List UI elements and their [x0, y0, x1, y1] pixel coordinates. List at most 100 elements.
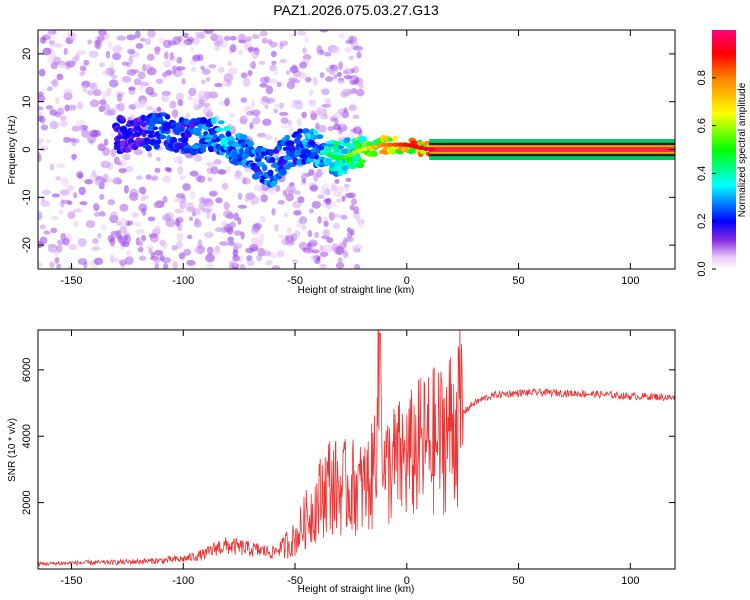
spectrogram-cell: [124, 256, 134, 266]
spectrogram-cell: [205, 77, 211, 82]
colorbar-gradient: [712, 30, 736, 269]
spectrogram-cell: [208, 64, 217, 69]
spectrogram-cell: [130, 69, 140, 74]
spectrogram-cell: [169, 100, 177, 109]
spectrogram-cell: [205, 123, 214, 128]
spectrogram-cell: [320, 187, 325, 196]
spectrogram-cell: [127, 220, 134, 226]
spectrogram-cell: [323, 97, 330, 104]
spectrogram-cell: [358, 220, 365, 228]
spectrogram-cell: [177, 166, 184, 175]
spectrogram-cell: [273, 137, 279, 143]
spectrogram-cell: [338, 32, 346, 39]
spectrogram-cell: [344, 185, 350, 193]
spectrogram-cell: [109, 254, 115, 263]
spectrogram-cell: [128, 55, 134, 65]
spectrogram-cell: [223, 73, 234, 83]
spectrogram-cell: [145, 174, 152, 180]
spectrogram-cell: [128, 114, 135, 122]
spectrogram-cell: [201, 68, 211, 75]
spectrogram-cell: [107, 234, 115, 243]
spectrogram-cell: [264, 134, 273, 141]
spectrogram-cell: [324, 51, 332, 57]
spectrogram-cell: [199, 197, 206, 203]
spectrogram-cell: [286, 81, 296, 90]
spectrogram-cell: [64, 104, 70, 112]
spectrogram-cell: [238, 148, 245, 156]
spectrogram-cell: [159, 134, 167, 140]
spectrogram-cell: [177, 99, 184, 107]
spectrogram-cell: [161, 241, 168, 249]
spectrogram-cell: [229, 44, 237, 53]
spectrogram-cell: [316, 49, 325, 56]
spectrogram-cell: [171, 244, 178, 251]
spectrogram-cell: [269, 78, 279, 84]
spectrogram-cell: [221, 182, 229, 190]
spectrogram-cell: [355, 162, 365, 169]
spectrogram-cell: [154, 51, 160, 56]
spectrogram-cell: [52, 56, 61, 64]
spectrogram-cell: [256, 132, 267, 138]
spectrogram-cell: [259, 83, 268, 88]
spectrogram-cell: [180, 136, 189, 143]
spectrogram-cell: [315, 122, 320, 131]
spectrogram-cell: [194, 31, 205, 37]
spectrogram-cell: [247, 140, 255, 148]
spectrogram-cell: [259, 30, 269, 37]
spectrogram-cell: [53, 43, 63, 48]
spectrogram-cell: [302, 47, 307, 54]
spectrogram-cell: [296, 30, 307, 36]
spectrogram-cell: [237, 204, 248, 209]
spectrogram-cell: [210, 116, 217, 124]
spectrogram-cell: [260, 194, 268, 203]
spectrogram-cell: [40, 36, 47, 44]
spectrogram-cell: [54, 97, 60, 105]
spectrogram-cell: [78, 124, 83, 133]
spectrogram-cell: [252, 117, 261, 125]
spectrogram-cell: [304, 36, 309, 43]
spectrogram-cell: [39, 115, 46, 124]
colorbar-tick-label: 0.6: [696, 118, 708, 133]
spectrogram-cell: [333, 74, 338, 80]
spectrogram-cell: [246, 259, 255, 266]
spectrogram-cell: [174, 208, 181, 214]
spectrogram-cell: [146, 245, 154, 250]
spectrogram-cell: [88, 50, 99, 59]
spectrogram-cell: [133, 78, 142, 86]
spectrogram-cell: [154, 46, 161, 53]
spectrogram-cell: [233, 260, 238, 268]
spectrogram-cell: [349, 204, 355, 211]
spectrogram-cell: [154, 262, 160, 269]
spectrogram-cell: [280, 117, 289, 124]
spectrogram-cell: [194, 217, 200, 225]
spectrogram-cell: [214, 45, 220, 51]
spectrogram-cell: [353, 155, 362, 161]
spectrogram-cell: [254, 222, 263, 230]
spectrogram-cell: [89, 82, 96, 90]
spectrogram-cell: [73, 192, 78, 199]
spectrogram-cell: [207, 145, 215, 153]
spectrogram-cell: [54, 256, 60, 264]
spectrogram-cell: [324, 188, 331, 196]
spectrogram-cell: [343, 74, 353, 80]
spectrogram-cell: [293, 149, 301, 158]
spectrogram-cell: [319, 30, 329, 33]
spectrogram-cell: [52, 78, 59, 88]
spectrogram-cell: [301, 221, 307, 230]
spectrogram-cell: [174, 143, 182, 149]
spectrogram-cell: [251, 34, 260, 40]
spectrogram-cell: [255, 171, 264, 176]
y-tick-label: -20: [21, 237, 33, 253]
spectrogram-cell: [332, 222, 340, 230]
spectrogram-cell: [228, 67, 238, 76]
spectrogram-cell: [297, 128, 304, 134]
spectrogram-cell: [309, 184, 319, 192]
spectrogram-cell: [284, 134, 291, 140]
spectrogram-cell: [83, 59, 90, 66]
spectrogram-cell: [154, 167, 161, 173]
spectrogram-cell: [192, 98, 198, 106]
spectrogram-cell: [115, 135, 123, 140]
spectrogram-cell: [318, 263, 328, 269]
spectrogram-cell: [60, 177, 69, 187]
spectrogram-cell: [92, 238, 99, 244]
